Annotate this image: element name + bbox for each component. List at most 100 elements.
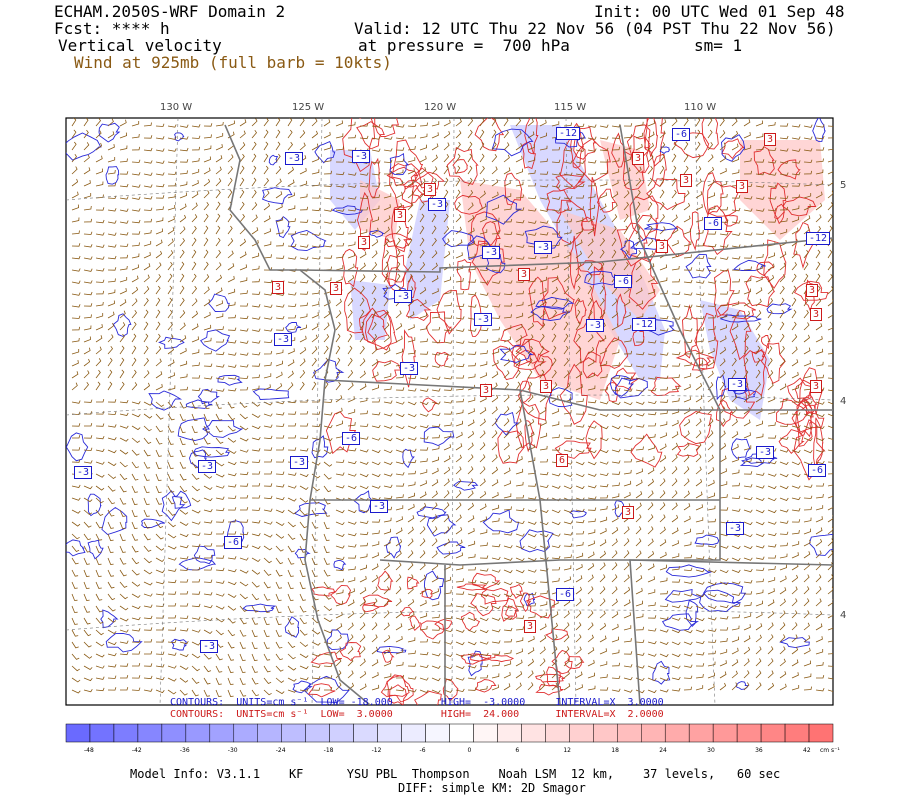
- wind-barb: [575, 684, 583, 691]
- wind-barb: [551, 275, 559, 283]
- wind-barb: [299, 232, 309, 236]
- wind-barb: [791, 160, 801, 164]
- contour-line: [632, 324, 645, 347]
- contour-line: [344, 287, 372, 334]
- wind-barb: [803, 273, 809, 283]
- wind-barb: [671, 431, 679, 439]
- colorbar-cell: [449, 723, 474, 743]
- wind-barb: [431, 456, 440, 463]
- wind-barb: [323, 208, 333, 212]
- wind-barb: [827, 273, 833, 283]
- wind-barb: [263, 362, 272, 367]
- wind-barb: [695, 663, 705, 667]
- wind-barb: [743, 419, 751, 427]
- wind-barb: [275, 677, 285, 684]
- wind-barb: [216, 542, 225, 547]
- wind-barb: [143, 615, 153, 620]
- wind-barb: [167, 261, 173, 271]
- wind-barb: [251, 340, 261, 344]
- wind-barb: [683, 279, 693, 284]
- wind-barb: [647, 201, 653, 211]
- wind-barb: [383, 238, 390, 247]
- wind-barb: [419, 664, 429, 669]
- wind-barb: [83, 689, 93, 693]
- wind-barb: [227, 531, 237, 535]
- wind-barb: [671, 291, 681, 295]
- wind-barb: [479, 141, 485, 151]
- wind-barb: [551, 544, 561, 549]
- wind-barb: [371, 598, 378, 607]
- wind-barb: [347, 121, 356, 127]
- wind-barb: [683, 641, 693, 645]
- wind-barb: [611, 413, 621, 418]
- colorbar-cell: [425, 723, 450, 743]
- wind-barb: [599, 550, 606, 559]
- wind-barb: [395, 623, 403, 631]
- wind-barb: [131, 264, 139, 271]
- wind-barb: [719, 581, 729, 586]
- wind-barb: [623, 388, 633, 392]
- wind-barb: [155, 569, 165, 574]
- wind-barb: [359, 634, 366, 643]
- wind-barb: [263, 202, 270, 211]
- wind-barb: [599, 147, 609, 152]
- wind-barb: [395, 505, 404, 511]
- wind-barb: [611, 482, 620, 487]
- wind-barb: [107, 232, 117, 236]
- wind-barb: [155, 383, 163, 391]
- wind-barb: [647, 142, 654, 151]
- wind-barb: [683, 515, 691, 523]
- wind-barb: [743, 266, 752, 271]
- wind-barb: [443, 615, 453, 620]
- wind-barb: [71, 617, 78, 625]
- wind-barb: [467, 165, 473, 175]
- wind-barb: [575, 671, 583, 679]
- wind-barb: [263, 118, 269, 127]
- wind-barb: [671, 592, 681, 596]
- wind-barb: [167, 545, 177, 550]
- wind-barb: [95, 629, 104, 636]
- wind-barb: [527, 658, 534, 667]
- wind-barb: [83, 256, 93, 260]
- wind-barb: [155, 273, 162, 283]
- wind-barb: [383, 386, 392, 391]
- contour-line: [217, 374, 243, 386]
- wind-barb: [575, 411, 585, 415]
- wind-barb: [467, 515, 475, 523]
- wind-barb: [371, 285, 377, 295]
- wind-barb: [419, 299, 427, 307]
- wind-barb: [767, 286, 774, 295]
- wind-barb: [779, 321, 785, 331]
- wind-barb: [539, 220, 549, 224]
- wind-barb: [335, 472, 345, 476]
- wind-barb: [827, 401, 833, 405]
- wind-barb: [683, 118, 689, 127]
- wind-barb: [167, 216, 175, 223]
- wind-barb: [767, 252, 776, 259]
- wind-barb: [503, 616, 513, 621]
- wind-barb: [119, 651, 129, 656]
- colorbar-cell: [113, 723, 139, 743]
- wind-barb: [527, 118, 534, 127]
- wind-barb: [563, 521, 573, 525]
- wind-barb: [263, 413, 273, 417]
- wind-barb: [683, 396, 691, 403]
- wind-barb: [347, 196, 357, 200]
- contour-line: [485, 252, 506, 274]
- wind-barb: [539, 183, 549, 188]
- wind-barb: [144, 638, 153, 643]
- wind-barb: [515, 207, 525, 211]
- wind-barb: [371, 171, 381, 176]
- wind-barb: [479, 292, 489, 296]
- wind-barb: [695, 166, 702, 175]
- wind-barb: [311, 461, 321, 466]
- wind-barb: [599, 539, 607, 547]
- wind-barb: [119, 449, 129, 455]
- wind-barb: [779, 646, 786, 655]
- wind-barb: [683, 241, 692, 247]
- wind-barb: [515, 369, 521, 379]
- wind-barb: [695, 674, 704, 679]
- wind-barb: [119, 299, 127, 307]
- colorbar-tick-label: 0: [467, 747, 472, 754]
